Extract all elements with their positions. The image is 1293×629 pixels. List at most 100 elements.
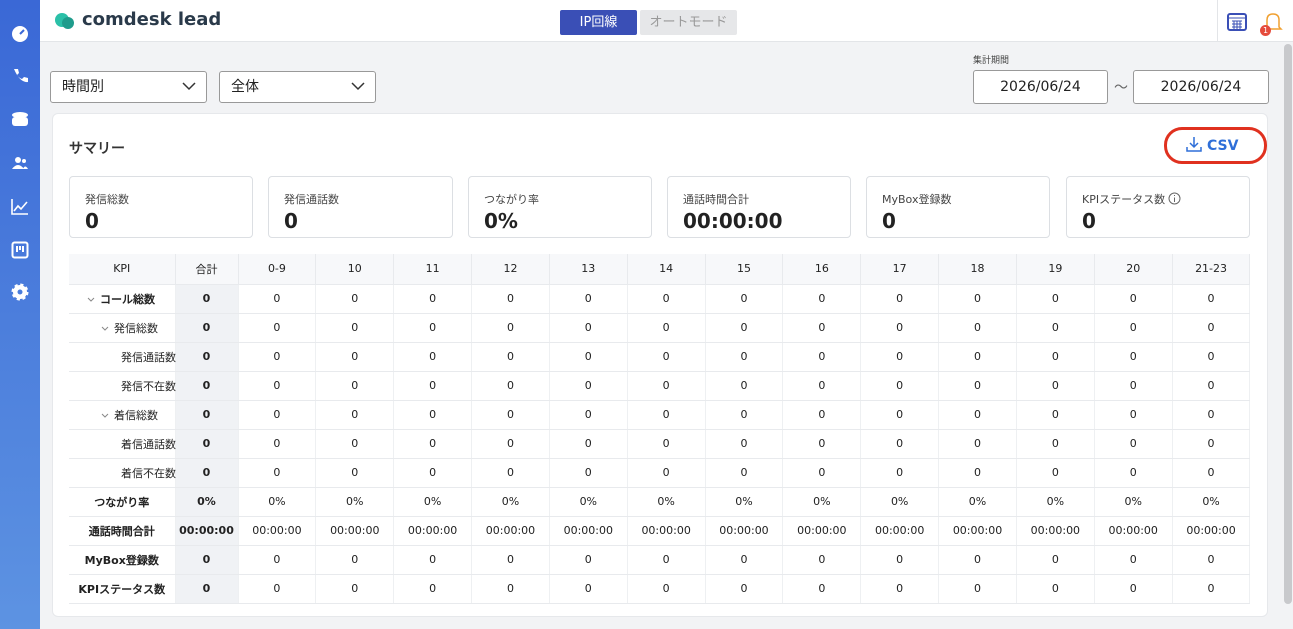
collapse-caret[interactable] [101, 413, 109, 419]
board-icon[interactable] [11, 241, 29, 259]
column-header: 15 [705, 254, 784, 285]
cell: 0 [393, 313, 473, 343]
card-value: 0 [1082, 209, 1096, 233]
tab[interactable]: IP回線 [560, 10, 637, 35]
group-by-select[interactable]: 時間別 [50, 71, 207, 103]
cell: 0% [860, 487, 940, 517]
cell: 0 [1016, 458, 1095, 488]
cell: 0 [549, 458, 628, 488]
table-row: つながり率 0% 0% 0% 0% 0% 0% 0% 0% 0% 0% 0% 0% 0% 0% [69, 487, 1251, 517]
cell: 0% [1172, 487, 1251, 517]
column-header: 12 [471, 254, 550, 285]
cell: 0 [393, 574, 473, 604]
bell-icon[interactable] [1262, 10, 1284, 34]
row-label-text: 着信通話数 [121, 437, 176, 451]
header: comdesk lead IP回線 オートモード 1 [40, 0, 1293, 42]
card-label: KPIステータス数 [1082, 191, 1249, 207]
card-value: 0% [484, 209, 518, 233]
database-icon[interactable] [11, 111, 29, 129]
row-label: 着信通話数 [69, 429, 176, 459]
row-label: MyBox登録数 [69, 545, 176, 575]
card-label: つながり率 [484, 193, 539, 206]
scrollbar[interactable] [1284, 44, 1292, 604]
cell: 0 [471, 400, 550, 430]
cell: 0% [393, 487, 473, 517]
table-row: 着信総数 0 0 0 0 0 0 0 0 0 0 0 0 0 0 [69, 400, 1251, 430]
settings-icon[interactable] [11, 283, 29, 301]
kpi-card: つながり率 0% [468, 176, 652, 238]
cell: 0 [1016, 574, 1095, 604]
tab[interactable]: オートモード [640, 10, 737, 35]
cell: 0 [1094, 458, 1173, 488]
cell: 00:00:00 [1094, 516, 1173, 546]
cell: 0 [1172, 284, 1251, 314]
cell: 0% [1094, 487, 1173, 517]
cell: 0 [1016, 400, 1095, 430]
cell: 0 [627, 284, 706, 314]
start-date[interactable]: 2026/06/24 [973, 70, 1108, 104]
total-cell: 0 [175, 458, 239, 488]
table-row: 着信通話数 0 0 0 0 0 0 0 0 0 0 0 0 0 0 [69, 429, 1251, 459]
sidebar [0, 0, 40, 629]
cell: 0 [860, 458, 940, 488]
cell: 0 [782, 574, 862, 604]
cell: 0 [549, 429, 628, 459]
cell: 00:00:00 [1172, 516, 1251, 546]
cell: 00:00:00 [938, 516, 1017, 546]
card-value: 0 [284, 209, 298, 233]
column-header: 21-23 [1172, 254, 1251, 285]
cell: 0 [782, 545, 862, 575]
header-row: KPI 合計 0-9 10 11 12 13 14 15 16 17 18 19 20 21-23 [69, 254, 1251, 285]
cell: 0 [1172, 458, 1251, 488]
cell: 0 [393, 371, 473, 401]
info-icon[interactable] [1168, 192, 1181, 205]
cell: 00:00:00 [782, 516, 862, 546]
cell: 0 [238, 284, 317, 314]
phone-icon[interactable] [11, 67, 29, 85]
row-label-text: 着信総数 [114, 408, 158, 422]
cell: 0 [1172, 371, 1251, 401]
cell: 0 [782, 400, 862, 430]
period-label: 集計期間 [973, 56, 1010, 66]
cell: 00:00:00 [238, 516, 317, 546]
scope-select[interactable]: 全体 [219, 71, 376, 103]
row-label: 発信通話数 [69, 342, 176, 372]
cell: 0 [627, 429, 706, 459]
cell: 0% [705, 487, 784, 517]
column-header: 14 [627, 254, 706, 285]
cell: 0 [938, 313, 1017, 343]
column-header: 19 [1016, 254, 1095, 285]
cell: 0 [627, 458, 706, 488]
cell: 0 [782, 284, 862, 314]
cell: 0% [238, 487, 317, 517]
logo-text: comdesk lead [82, 9, 222, 30]
cell: 0 [705, 313, 784, 343]
cell: 0 [1172, 545, 1251, 575]
cell: 0 [860, 400, 940, 430]
kpi-card: MyBox登録数 0 [866, 176, 1050, 238]
cell: 0 [471, 429, 550, 459]
cell: 0 [1094, 429, 1173, 459]
cell: 0 [627, 574, 706, 604]
end-date[interactable]: 2026/06/24 [1133, 70, 1269, 104]
analytics-icon[interactable] [11, 198, 29, 216]
total-cell: 0 [175, 371, 239, 401]
card-label: MyBox登録数 [882, 193, 952, 206]
kpi-card: 発信総数 0 [69, 176, 253, 238]
dashboard-icon[interactable] [11, 25, 29, 43]
table-row: 発信不在数 0 0 0 0 0 0 0 0 0 0 0 0 0 0 [69, 371, 1251, 401]
row-label-text: 発信通話数 [121, 350, 176, 364]
collapse-caret[interactable] [101, 326, 109, 332]
logo-mark [55, 13, 74, 29]
date-separator: ～ [1114, 80, 1128, 96]
total-cell: 00:00:00 [175, 516, 239, 546]
row-label: 通話時間合計 [69, 516, 176, 546]
cell: 0 [549, 284, 628, 314]
cell: 00:00:00 [315, 516, 395, 546]
collapse-caret[interactable] [87, 297, 95, 303]
csv-button[interactable]: CSV [1186, 136, 1238, 154]
cell: 0 [860, 313, 940, 343]
calendar-icon[interactable] [1227, 11, 1247, 31]
users-icon[interactable] [11, 154, 29, 172]
